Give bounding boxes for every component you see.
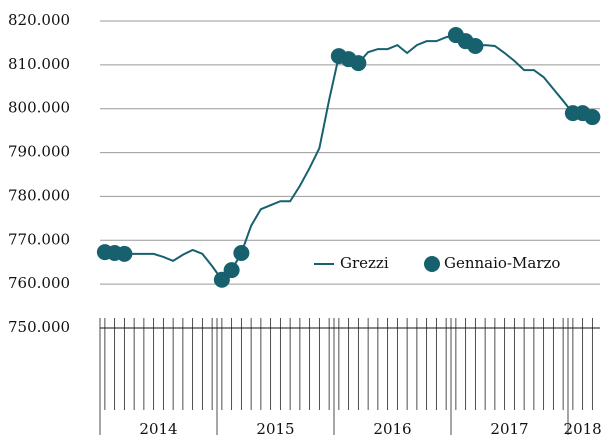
marker — [233, 245, 250, 262]
y-tick-label: 790.000 — [8, 143, 70, 161]
x-group-label: 2018 — [564, 420, 602, 438]
y-tick-label: 760.000 — [8, 274, 70, 292]
marker — [213, 271, 230, 288]
x-group-label: 2016 — [373, 420, 411, 438]
y-tick-label: 770.000 — [8, 230, 70, 248]
x-group-label: 2017 — [490, 420, 528, 438]
y-tick-label: 750.000 — [8, 318, 70, 336]
marker — [223, 262, 240, 279]
marker — [116, 245, 133, 262]
marker — [350, 55, 367, 72]
y-tick-label: 810.000 — [8, 55, 70, 73]
legend-label: Grezzi — [340, 254, 389, 272]
line — [104, 33, 593, 282]
y-tick-label: 800.000 — [8, 99, 70, 117]
marker — [584, 109, 601, 126]
marker — [467, 37, 484, 54]
legend-marker — [424, 256, 440, 272]
y-tick-label: 780.000 — [8, 186, 70, 204]
legend-label: Gennaio-Marzo — [444, 254, 560, 272]
x-group-label: 2014 — [139, 420, 177, 438]
y-tick-label: 820.000 — [8, 11, 70, 29]
x-group-label: 2015 — [256, 420, 294, 438]
